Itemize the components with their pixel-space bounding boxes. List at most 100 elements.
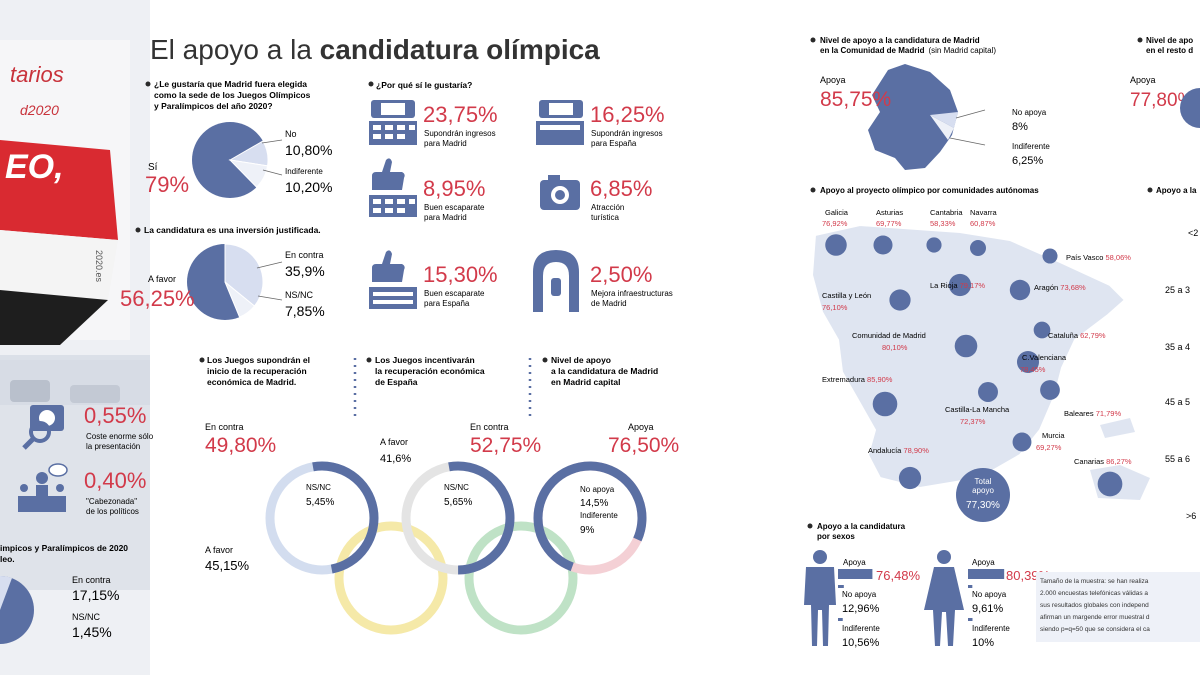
ring-question-madrid: Los Juegos supondrán el inicio de la recu… <box>207 355 310 387</box>
resto-question: Nivel de apo en el resto d <box>1146 36 1193 55</box>
comunidad-ind-label: Indiferente <box>1012 142 1050 151</box>
ring-madrid-nsnc-label: NS/NC <box>306 483 331 492</box>
q2-nsnc-label: NS/NC <box>285 290 314 300</box>
hombres-noapoya-label: No apoya <box>842 590 877 599</box>
reason-item: 15,30% Buen escaparate para España <box>369 250 498 309</box>
ccaa-value: 58,33% <box>930 219 956 228</box>
ccaa-dot-andaluc-a <box>898 466 922 490</box>
q1-ind-label: Indiferente <box>285 167 323 176</box>
ccaa-section: Apoyo al proyecto olímpico por comunidad… <box>810 186 1150 522</box>
ccaa-dot-comunidad-de-madrid <box>954 334 978 358</box>
ccaa-label: La Rioja 79,17% <box>930 281 985 290</box>
sexos-title: Apoyo a la candidatura por sexos <box>817 522 906 541</box>
ccaa-value: 60,87% <box>970 219 996 228</box>
reason-text: Buen escaparate para Madrid <box>424 203 485 222</box>
ccaa-dot-catalu-a <box>1033 321 1051 339</box>
ccaa-name: Cantabria <box>930 208 963 217</box>
ring-capital-ind-value: 9% <box>580 525 595 536</box>
q1-no-value: 10,80% <box>285 142 332 158</box>
mujeres-ind-value: 10% <box>972 637 994 649</box>
reason-value: 23,75% <box>423 102 498 127</box>
reason-value: 2,50% <box>590 262 652 287</box>
reasons-question: ¿Por qué sí le gustaría? <box>376 80 472 90</box>
hombres-apoya-value: 76,48% <box>876 568 921 583</box>
ccaa-dot-navarra <box>969 239 987 257</box>
pie-slice-indiferente <box>228 159 269 188</box>
ccaa-label: Andalucía 78,90% <box>868 446 929 455</box>
reason-value: 15,30% <box>423 262 498 287</box>
metro-icon <box>533 250 579 312</box>
reason-text: Buen escaparate para España <box>424 289 485 308</box>
comunidad-apoya-label: Apoya <box>820 75 846 85</box>
ccaa-top-row: Galicia 76,92% Asturias 69,77% Cantabria… <box>822 208 998 228</box>
mujeres-noapoya-bar <box>968 585 973 588</box>
hombres-noapoya-value: 12,96% <box>842 603 880 615</box>
ccaa-label: Cataluña 62,79% <box>1048 331 1106 340</box>
left-contra-value: 17,15% <box>72 587 119 603</box>
pie-slice-nsnc <box>224 281 256 318</box>
mujeres-apoya-label: Apoya <box>972 558 995 567</box>
hombres-apoya-bar <box>838 569 873 579</box>
q1-si-value: 79% <box>145 172 189 197</box>
ccaa-dot-asturias <box>873 235 893 255</box>
banner-photo: tarios d2020 EO, 2020.es <box>0 0 150 675</box>
left-item-value: 0,55% <box>84 403 146 428</box>
ring-espana-nsnc-label: NS/NC <box>444 483 469 492</box>
ccaa-label: Extremadura 85,90% <box>822 375 893 384</box>
ring-madrid-favor-value: 45,15% <box>205 558 250 573</box>
reason-item: 23,75% Supondrán ingresos para Madrid <box>369 100 498 148</box>
ccaa-dot-cantabria <box>926 237 942 253</box>
rings-section: Los Juegos supondrán el inicio de la recu… <box>199 355 679 635</box>
ring-capital-noapoya-value: 14,5% <box>580 498 608 509</box>
camera-icon <box>540 175 580 210</box>
ring-espana-contra-label: En contra <box>470 422 509 432</box>
left-nsnc-value: 1,45% <box>72 624 112 640</box>
ring-yellow <box>334 521 448 635</box>
left-contra-label: En contra <box>72 575 111 585</box>
mujeres-ind-bar <box>968 618 973 621</box>
reason-value: 16,25% <box>590 102 665 127</box>
ccaa-dot-galicia <box>825 234 847 256</box>
ccaa-label: País Vasco 58,06% <box>1066 253 1131 262</box>
reason-item: 2,50% Mejora infraestructuras de Madrid <box>533 250 673 312</box>
map-slice-ind <box>930 115 954 140</box>
hombres-ind-label: Indiferente <box>842 624 880 633</box>
comunidad-question: Nivel de apoyo a la candidatura de Madri… <box>820 36 996 55</box>
total-apoyo-badge: Total apoyo 77,30% <box>956 468 1010 522</box>
reason-text: Atracción turística <box>591 203 624 222</box>
q1-section: ¿Le gustaría que Madrid fuera elegida co… <box>145 79 332 198</box>
banner-text-side: 2020.es <box>94 250 104 283</box>
ccaa-label: Aragón 73,68% <box>1034 283 1086 292</box>
ccaa-dot-arag-n <box>1009 279 1031 301</box>
banner-text-red: EO, <box>5 148 64 186</box>
total-label: Total apoyo <box>972 477 994 495</box>
ccaa-dot-murcia <box>1012 432 1032 452</box>
ring-madrid-favor-label: A favor <box>205 545 233 555</box>
q2-nsnc-value: 7,85% <box>285 303 325 319</box>
q2-contra-label: En contra <box>285 250 324 260</box>
total-value: 77,30% <box>966 500 1000 511</box>
ring-espana-nsnc-value: 5,65% <box>444 497 472 508</box>
reasons-section: ¿Por qué sí le gustaría? 23,75% Supondrá… <box>368 80 673 312</box>
pie-slice-en-contra <box>224 243 264 307</box>
ccaa-label: Castilla-La Mancha 72,37% <box>945 405 1010 426</box>
ring-green <box>464 521 578 635</box>
mujeres-noapoya-value: 9,61% <box>972 603 1003 615</box>
ring-madrid-contra-label: En contra <box>205 422 244 432</box>
ccaa-dots <box>825 234 1123 497</box>
politicians-icon <box>18 463 68 512</box>
ring-capital-apoya-label: Apoya <box>628 422 654 432</box>
ccaa-value: 76,92% <box>822 219 848 228</box>
resto-section: Nivel de apo en el resto d Apoya 77,80% <box>1130 36 1200 128</box>
thumbs-up-icon <box>369 250 417 309</box>
methodology-text: Tamaño de la muestra: se han realiza 2.0… <box>1040 578 1151 633</box>
ccaa-name: Galicia <box>825 208 849 217</box>
q2-favor-value: 56,25% <box>120 286 195 311</box>
ccaa-dot-pa-s-vasco <box>1042 248 1058 264</box>
q1-no-label: No <box>285 129 297 139</box>
resto-apoya-value: 77,80% <box>1130 90 1195 111</box>
left-nsnc-label: NS/NC <box>72 612 101 622</box>
sexos-section: Apoyo a la candidatura por sexos Apoya 76… <box>804 522 1051 649</box>
left-item-text: Coste enorme sólo la presentación <box>86 432 154 451</box>
